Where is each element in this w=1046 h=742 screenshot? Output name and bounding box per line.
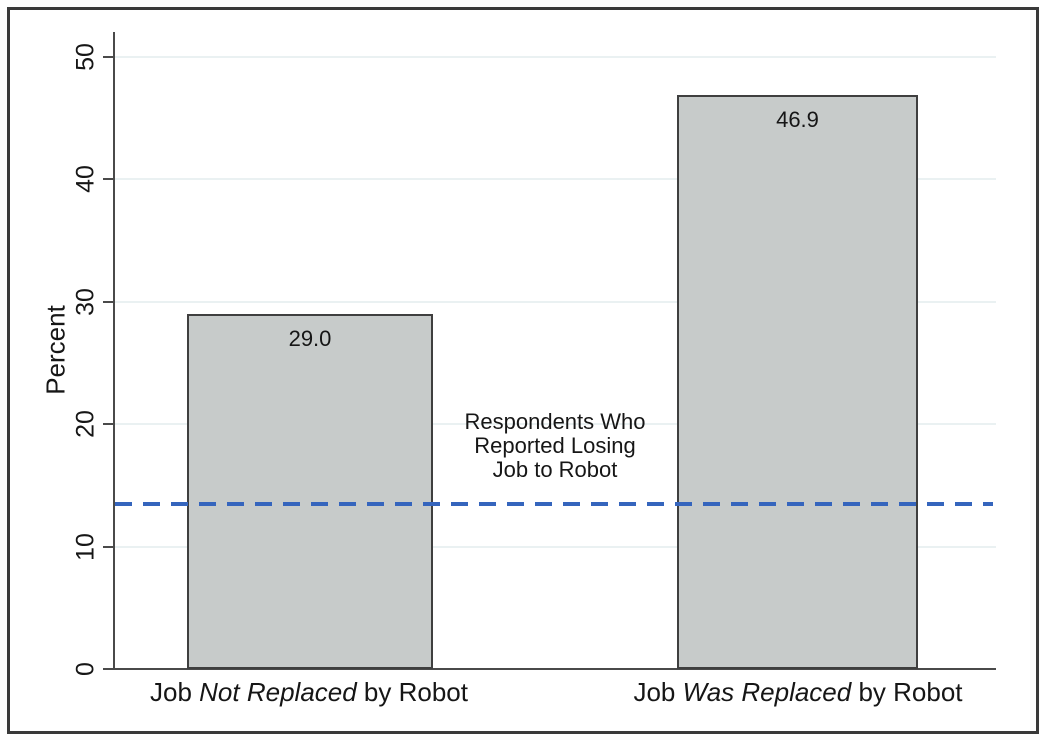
x-category-label-not-replaced: Job Not Replaced by Robot <box>129 677 489 708</box>
category-text: Job <box>150 677 200 707</box>
category-text-italic: Not Replaced <box>199 677 357 707</box>
y-tick-label-50: 50 <box>71 43 100 71</box>
bar-job-was-replaced: 46.9 <box>677 95 918 669</box>
bar-value-label: 46.9 <box>776 107 819 132</box>
y-tick-label-0: 0 <box>71 662 100 676</box>
x-axis-line <box>103 668 996 670</box>
annotation-line: Job to Robot <box>492 457 618 482</box>
y-axis-line <box>113 32 115 670</box>
y-tick-10 <box>103 545 114 548</box>
category-text: by Robot <box>851 677 963 707</box>
y-tick-30 <box>103 300 114 303</box>
y-tick-label-20: 20 <box>71 410 100 439</box>
y-tick-label-30: 30 <box>71 287 100 316</box>
y-tick-20 <box>103 423 114 426</box>
grid-line-10 <box>115 545 996 548</box>
y-tick-label-40: 40 <box>71 165 100 194</box>
figure-border <box>7 7 1039 734</box>
category-text: Job <box>633 677 683 707</box>
grid-line-20 <box>115 423 996 426</box>
y-tick-label-10: 10 <box>71 532 100 561</box>
category-text-italic: Was Replaced <box>682 677 852 707</box>
category-text: by Robot <box>356 677 468 707</box>
x-category-label-was-replaced: Job Was Replaced by Robot <box>618 677 978 708</box>
reference-dashed-line <box>115 502 993 506</box>
grid-line-50 <box>115 56 996 58</box>
bar-value-label: 29.0 <box>288 326 332 351</box>
bar-job-not-replaced: 29.0 <box>187 314 433 669</box>
grid-line-40 <box>115 178 996 181</box>
y-tick-50 <box>103 56 114 58</box>
grid-line-30 <box>115 300 996 303</box>
annotation-line: Respondents Who <box>464 409 646 434</box>
y-tick-0 <box>103 668 114 670</box>
y-tick-40 <box>103 178 114 181</box>
y-axis-title: Percent <box>40 305 71 395</box>
reference-line-annotation: Respondents Who Reported Losing Job to R… <box>425 410 685 482</box>
annotation-line: Reported Losing <box>474 433 636 458</box>
